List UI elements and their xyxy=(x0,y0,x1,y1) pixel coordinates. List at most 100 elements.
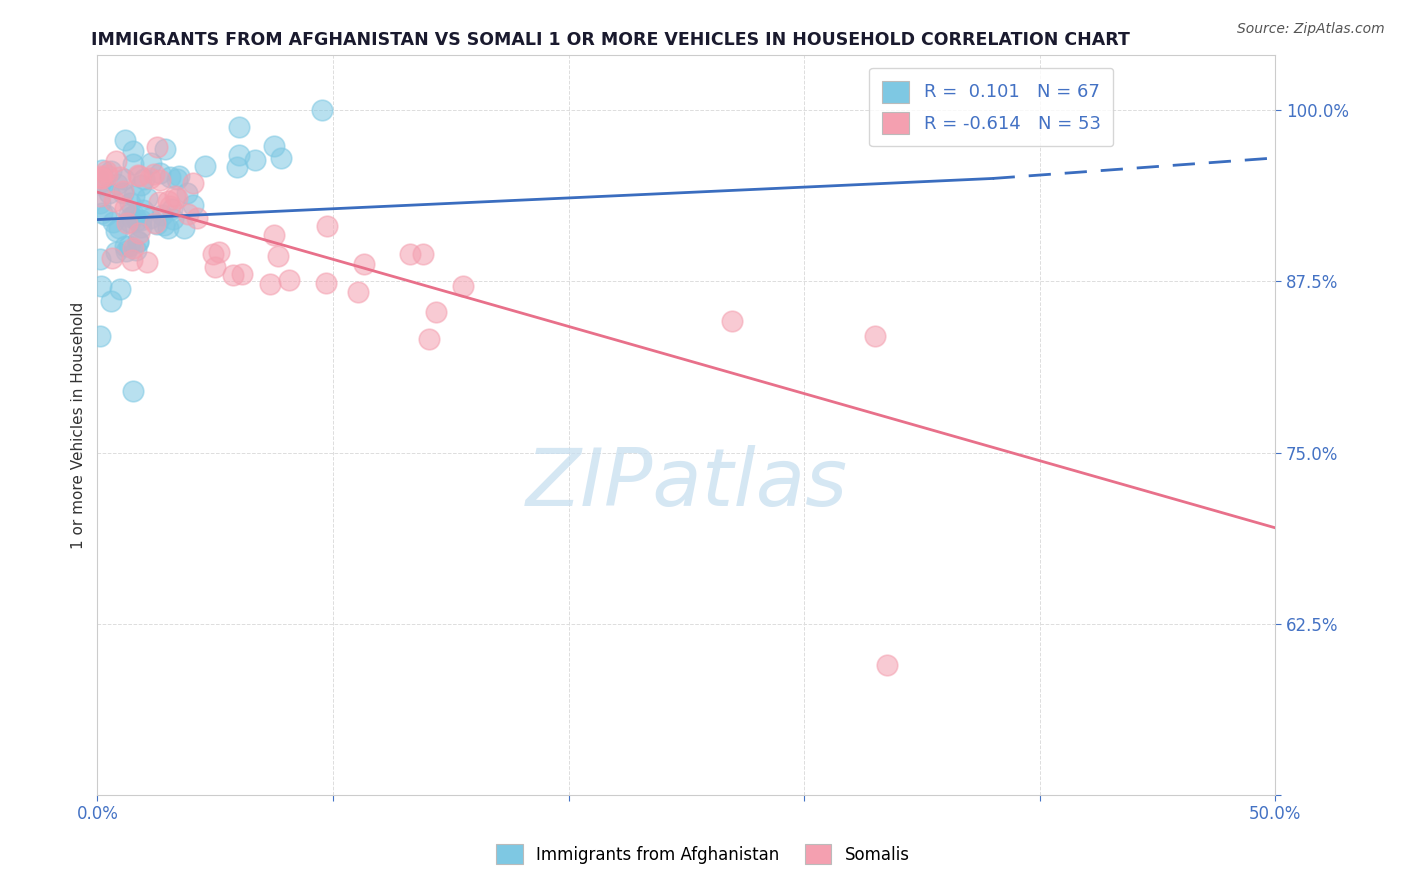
Point xyxy=(122,241,145,255)
Point xyxy=(208,245,231,260)
Point xyxy=(90,175,112,189)
Point xyxy=(204,260,226,274)
Point xyxy=(149,165,172,179)
Point xyxy=(90,206,112,220)
Point xyxy=(118,196,141,211)
Point xyxy=(118,239,141,253)
Point xyxy=(181,198,204,212)
Text: IMMIGRANTS FROM AFGHANISTAN VS SOMALI 1 OR MORE VEHICLES IN HOUSEHOLD CORRELATIO: IMMIGRANTS FROM AFGHANISTAN VS SOMALI 1 … xyxy=(91,31,1130,49)
Point xyxy=(159,199,181,213)
Point xyxy=(96,168,118,182)
Point xyxy=(222,268,245,283)
Text: ZIPatlas: ZIPatlas xyxy=(526,445,848,524)
Point xyxy=(176,186,198,200)
Point xyxy=(176,207,198,221)
Point xyxy=(121,252,143,267)
Point xyxy=(225,160,247,174)
Point xyxy=(89,171,111,186)
Legend: Immigrants from Afghanistan, Somalis: Immigrants from Afghanistan, Somalis xyxy=(489,838,917,871)
Point xyxy=(129,212,152,227)
Point xyxy=(139,211,162,226)
Point xyxy=(353,257,375,271)
Point xyxy=(129,219,152,234)
Point xyxy=(186,211,208,225)
Point xyxy=(89,196,111,211)
Point xyxy=(118,206,141,220)
Point xyxy=(267,249,290,263)
Point xyxy=(152,208,174,222)
Point xyxy=(108,282,131,296)
Point xyxy=(121,144,143,158)
Point xyxy=(91,171,114,186)
Point xyxy=(122,157,145,171)
Point xyxy=(167,169,190,183)
Point xyxy=(108,221,131,235)
Point xyxy=(114,239,136,253)
Point xyxy=(89,189,111,203)
Point xyxy=(91,178,114,193)
Point xyxy=(863,329,886,343)
Point xyxy=(89,329,111,343)
Point xyxy=(128,226,150,240)
Point xyxy=(399,247,422,261)
Point xyxy=(270,151,292,165)
Point xyxy=(136,191,159,205)
Point xyxy=(105,224,128,238)
Point xyxy=(120,211,142,225)
Point xyxy=(105,178,128,192)
Point xyxy=(166,172,188,186)
Point xyxy=(160,202,183,217)
Point xyxy=(100,164,122,178)
Point xyxy=(277,273,299,287)
Point xyxy=(94,208,117,222)
Point xyxy=(263,139,285,153)
Point xyxy=(101,214,124,228)
Point xyxy=(104,245,127,260)
Point xyxy=(112,184,135,198)
Point xyxy=(165,188,187,202)
Point xyxy=(311,103,333,117)
Point xyxy=(94,163,117,178)
Point xyxy=(159,170,181,185)
Point xyxy=(143,217,166,231)
Point xyxy=(162,212,184,227)
Point xyxy=(153,218,176,232)
Point xyxy=(315,276,337,290)
Point xyxy=(91,162,114,177)
Point xyxy=(145,217,167,231)
Point xyxy=(111,186,134,200)
Point xyxy=(127,212,149,227)
Point xyxy=(112,171,135,186)
Point xyxy=(127,169,149,183)
Point xyxy=(101,252,124,266)
Point xyxy=(173,221,195,235)
Legend: R =  0.101   N = 67, R = -0.614   N = 53: R = 0.101 N = 67, R = -0.614 N = 53 xyxy=(869,68,1114,146)
Point xyxy=(138,170,160,185)
Point xyxy=(453,279,475,293)
Point xyxy=(146,140,169,154)
Point xyxy=(90,279,112,293)
Point xyxy=(108,169,131,184)
Text: Source: ZipAtlas.com: Source: ZipAtlas.com xyxy=(1237,22,1385,37)
Point xyxy=(193,159,215,173)
Point xyxy=(127,234,149,248)
Point xyxy=(148,194,170,209)
Point xyxy=(201,247,224,261)
Point xyxy=(135,255,157,269)
Point xyxy=(121,384,143,398)
Point xyxy=(122,208,145,222)
Point xyxy=(105,154,128,169)
Point xyxy=(316,219,339,233)
Point xyxy=(120,215,142,229)
Point xyxy=(114,201,136,215)
Point xyxy=(156,221,179,235)
Point xyxy=(124,244,146,258)
Point xyxy=(141,156,163,170)
Point xyxy=(132,202,155,217)
Point xyxy=(259,277,281,291)
Y-axis label: 1 or more Vehicles in Household: 1 or more Vehicles in Household xyxy=(72,301,86,549)
Point xyxy=(127,235,149,249)
Point xyxy=(181,176,204,190)
Point xyxy=(103,194,125,208)
Point xyxy=(143,167,166,181)
